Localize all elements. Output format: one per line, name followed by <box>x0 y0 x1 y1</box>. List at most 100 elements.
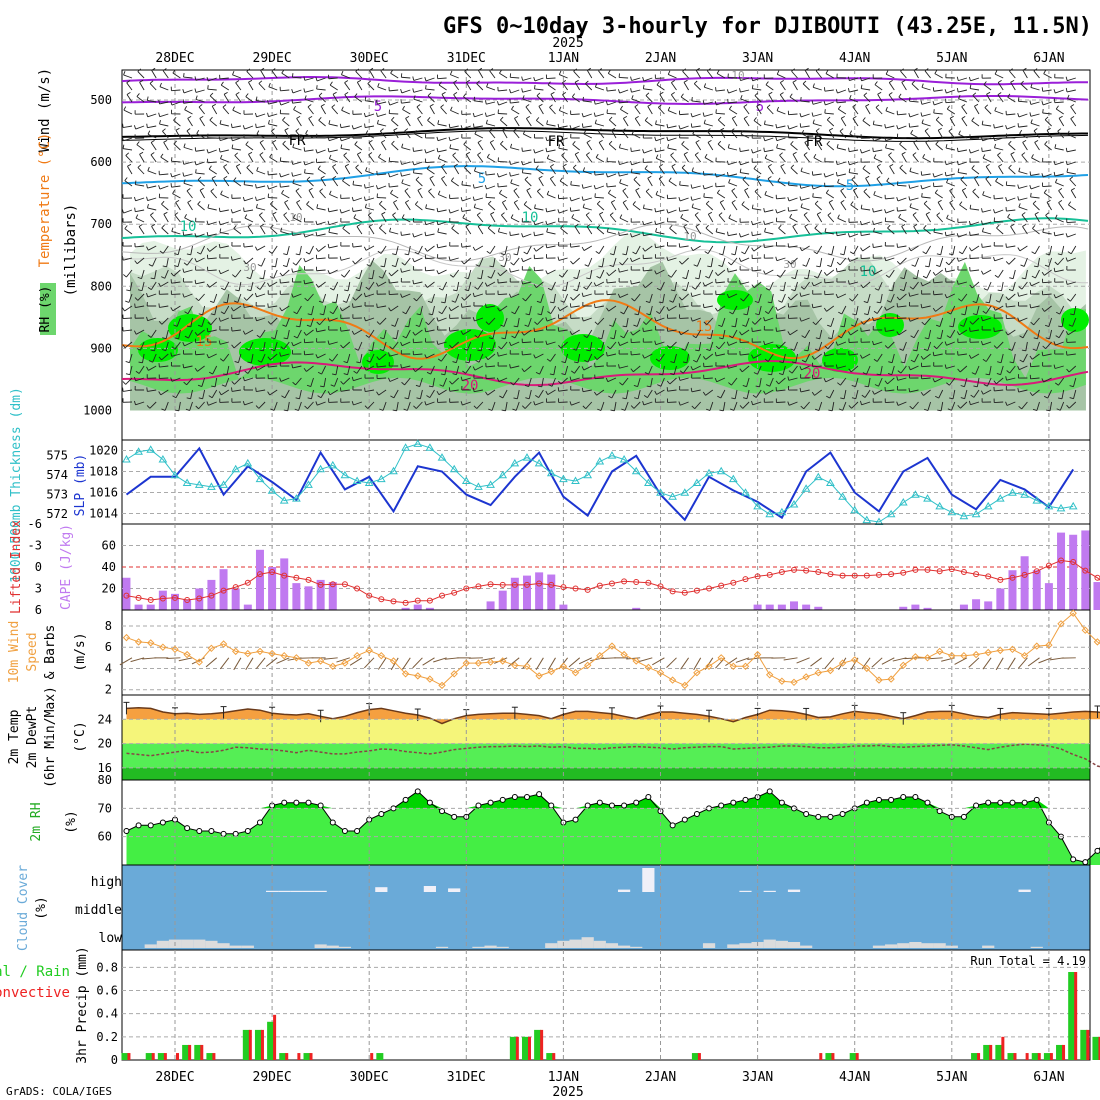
wind-barb <box>818 401 823 411</box>
wind-barb-flag <box>827 253 832 256</box>
cape-bar <box>171 593 179 610</box>
wind-barb <box>123 148 133 151</box>
wind-speed-tick: 8 <box>105 619 112 633</box>
wind-barb <box>885 147 895 151</box>
wind-barb <box>562 166 568 175</box>
wind-barb-flag <box>282 116 286 121</box>
wind-barb <box>269 281 278 287</box>
wind-barb <box>728 341 738 346</box>
wind-barb-flag <box>534 321 538 325</box>
wind-barb <box>534 401 544 406</box>
wind-barb <box>940 245 944 255</box>
wind-barb <box>199 189 205 199</box>
wind-barb <box>994 257 1004 262</box>
wind-barb <box>356 154 363 163</box>
surface-wind-barb <box>578 657 593 665</box>
wind-barb <box>754 191 762 199</box>
wind-barb-flag <box>1058 200 1063 203</box>
wind-barb <box>1057 257 1065 266</box>
wind-barb <box>758 293 762 303</box>
wind-barb-flag <box>744 187 749 191</box>
wind-barb <box>208 168 217 175</box>
thickness-point <box>862 515 872 524</box>
wind-barb-flag <box>510 179 513 184</box>
wind-barb <box>571 217 580 223</box>
wind-barb-flag <box>378 276 383 279</box>
wind-barb-flag <box>920 303 923 308</box>
wind-barb-flag <box>654 270 657 275</box>
wind-barb <box>234 377 242 385</box>
wind-barb-flag <box>924 337 929 340</box>
wind-barb <box>607 101 617 106</box>
wind-barb-flag <box>1066 168 1069 173</box>
wind-barb <box>743 293 750 302</box>
wind-barb <box>268 86 278 91</box>
wind-barb <box>946 182 955 187</box>
wind-barb-flag <box>514 199 518 203</box>
wind-barb <box>900 365 907 374</box>
thickness-point <box>959 511 969 520</box>
wind-barb <box>948 130 956 139</box>
wind-barb <box>159 123 169 127</box>
wind-barb-flag <box>1058 325 1063 328</box>
surface-wind-barb <box>1049 657 1064 661</box>
wind-barb <box>173 119 181 127</box>
wind-barb-flag <box>706 348 711 352</box>
wind-barb-flag <box>417 187 422 191</box>
wind-barb-flag <box>593 112 596 117</box>
wind-barb <box>1043 192 1052 199</box>
wind-barb <box>335 365 339 375</box>
wind-barb <box>210 317 218 326</box>
cape-bar <box>959 604 968 610</box>
wind-barb <box>498 293 508 296</box>
wind-barb <box>645 317 653 325</box>
wind-barb <box>408 245 411 255</box>
wind-barb-flag <box>792 223 797 227</box>
wind-barb <box>1006 125 1016 130</box>
wind-barb-flag <box>259 212 263 216</box>
wind-barb <box>970 269 980 272</box>
wind-barb-flag <box>775 209 778 214</box>
wind-barb <box>171 281 181 284</box>
wind-barb-flag <box>921 192 923 198</box>
wind-barb <box>916 269 919 279</box>
wind-barb-flag <box>884 380 888 385</box>
wind-barb-flag <box>706 408 711 411</box>
wind-barb-flag <box>690 246 694 251</box>
wind-barb <box>490 213 496 223</box>
wind-barb <box>974 178 980 187</box>
wind-barb <box>852 106 859 115</box>
wind-barb <box>147 125 157 129</box>
wind-speed-point <box>911 653 920 661</box>
wind-barb <box>692 245 701 252</box>
wind-barb-flag <box>910 129 914 134</box>
wind-barb <box>128 293 133 303</box>
wind-barb-flag <box>974 175 979 179</box>
wind-barb <box>742 401 750 409</box>
wind-barb-flag <box>242 400 245 406</box>
wind-barb-flag <box>194 367 198 372</box>
wind-barb <box>299 317 302 327</box>
wind-barb-flag <box>294 408 299 411</box>
wind-barb <box>352 209 362 212</box>
thickness-point <box>668 492 677 500</box>
wind-barb <box>815 130 823 139</box>
wind-barb <box>826 192 835 199</box>
wind-barb-flag <box>161 349 167 352</box>
wind-barb <box>812 196 822 199</box>
wind-barb-flag <box>949 188 954 192</box>
wind-barb-flag <box>683 79 688 83</box>
wind-speed-point <box>256 647 264 656</box>
wind-barb-flag <box>678 376 681 381</box>
wind-barb-flag <box>968 247 972 252</box>
wind-barb <box>219 209 229 213</box>
wind-barb-flag <box>417 115 422 119</box>
wind-barb <box>296 118 302 127</box>
wind-barb-flag <box>173 324 178 327</box>
wind-barb <box>754 95 762 103</box>
wind-barb <box>335 293 339 303</box>
wind-barb <box>377 281 387 287</box>
wind-barb <box>667 137 677 142</box>
wind-barb <box>934 101 943 106</box>
wind-barb <box>982 317 992 322</box>
